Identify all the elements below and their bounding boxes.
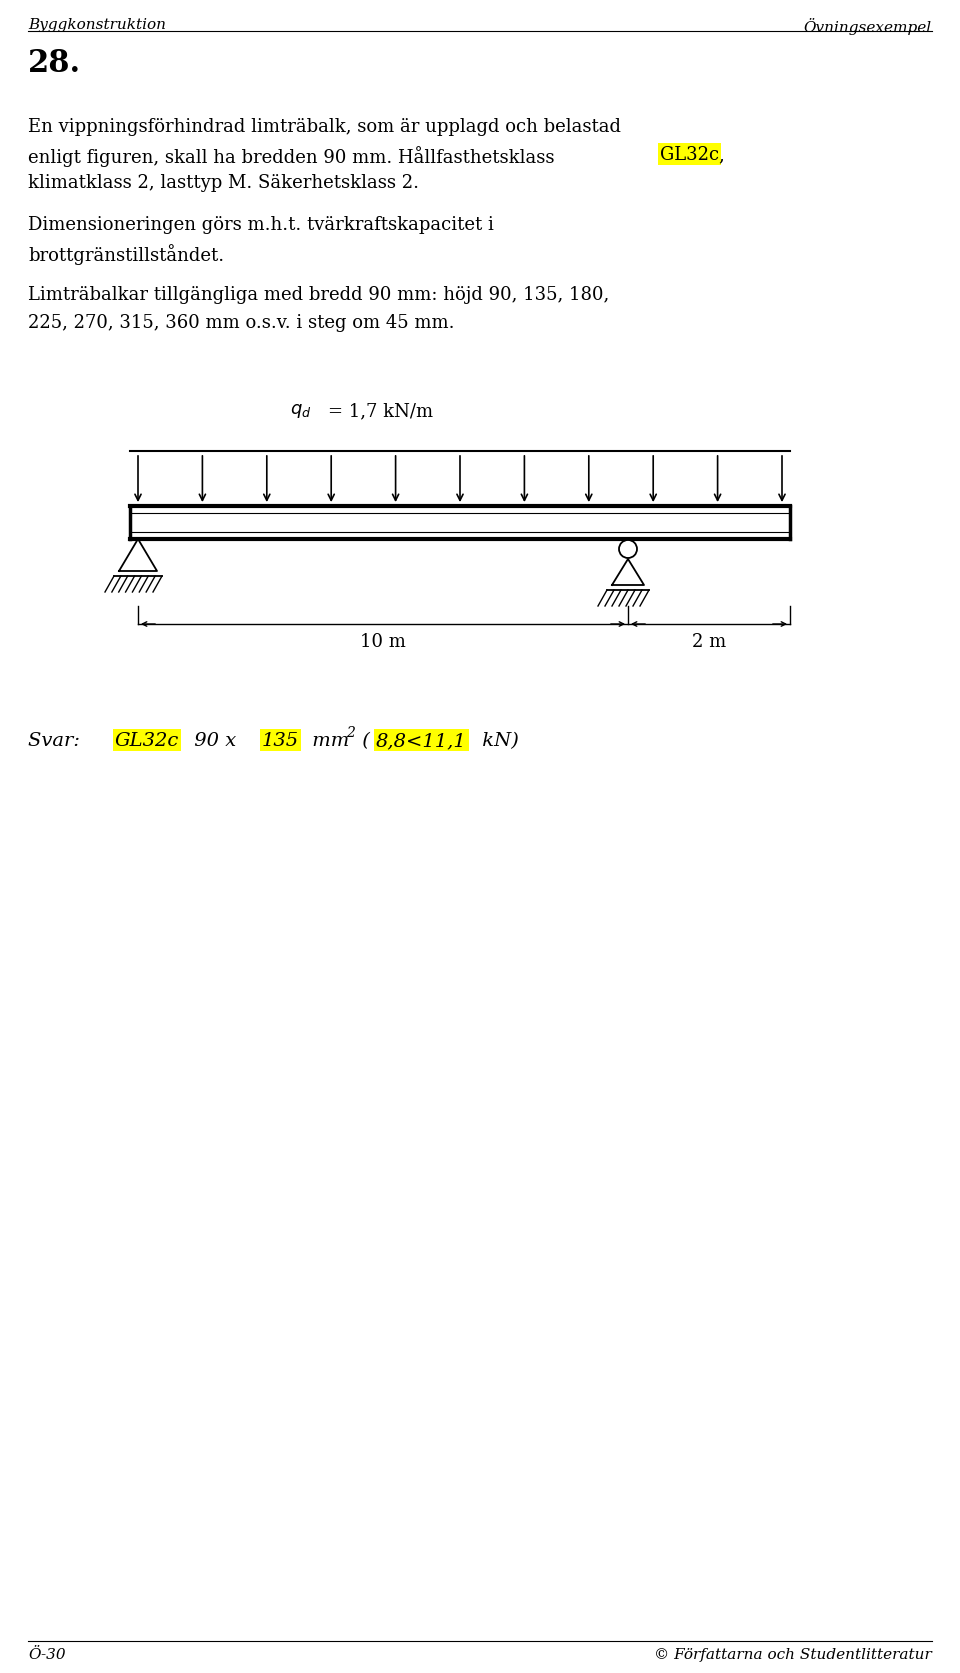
Text: En vippningsförhindrad limträbalk, som är upplagd och belastad: En vippningsförhindrad limträbalk, som ä… [28,117,621,136]
Text: 2 m: 2 m [692,632,726,651]
Text: = 1,7 kN/m: = 1,7 kN/m [328,402,433,420]
Text: klimatklass 2, lasttyp M. Säkerhetsklass 2.: klimatklass 2, lasttyp M. Säkerhetsklass… [28,174,419,192]
Circle shape [619,540,637,559]
Text: brottgränstillståndet.: brottgränstillståndet. [28,244,224,264]
Text: 8,8<11,1: 8,8<11,1 [376,731,467,750]
Polygon shape [612,560,644,586]
Text: Svar:: Svar: [28,731,92,750]
Text: Övningsexempel: Övningsexempel [804,18,932,35]
Text: $q_d$: $q_d$ [290,402,311,420]
Text: Limträbalkar tillgängliga med bredd 90 mm: höjd 90, 135, 180,: Limträbalkar tillgängliga med bredd 90 m… [28,286,610,304]
Text: 225, 270, 315, 360 mm o.s.v. i steg om 45 mm.: 225, 270, 315, 360 mm o.s.v. i steg om 4… [28,315,454,331]
Text: kN): kN) [476,731,518,750]
Text: 2: 2 [346,726,355,739]
Text: mm: mm [306,731,349,750]
Text: Ö-30: Ö-30 [28,1646,65,1661]
Text: GL32c: GL32c [115,731,180,750]
Polygon shape [119,540,157,572]
Text: enligt figuren, skall ha bredden 90 mm. Hållfasthetsklass: enligt figuren, skall ha bredden 90 mm. … [28,146,561,167]
Text: GL32c: GL32c [660,146,719,164]
Text: 90 x: 90 x [188,731,243,750]
Text: © Författarna och Studentlitteratur: © Författarna och Studentlitteratur [655,1646,932,1661]
Text: ,: , [718,146,724,164]
Text: 28.: 28. [28,49,82,79]
Text: Dimensioneringen görs m.h.t. tvärkraftskapacitet i: Dimensioneringen görs m.h.t. tvärkraftsk… [28,216,493,234]
Text: 10 m: 10 m [360,632,406,651]
Text: 135: 135 [262,731,300,750]
Text: Byggkonstruktion: Byggkonstruktion [28,18,166,32]
Text: (: ( [356,731,370,750]
